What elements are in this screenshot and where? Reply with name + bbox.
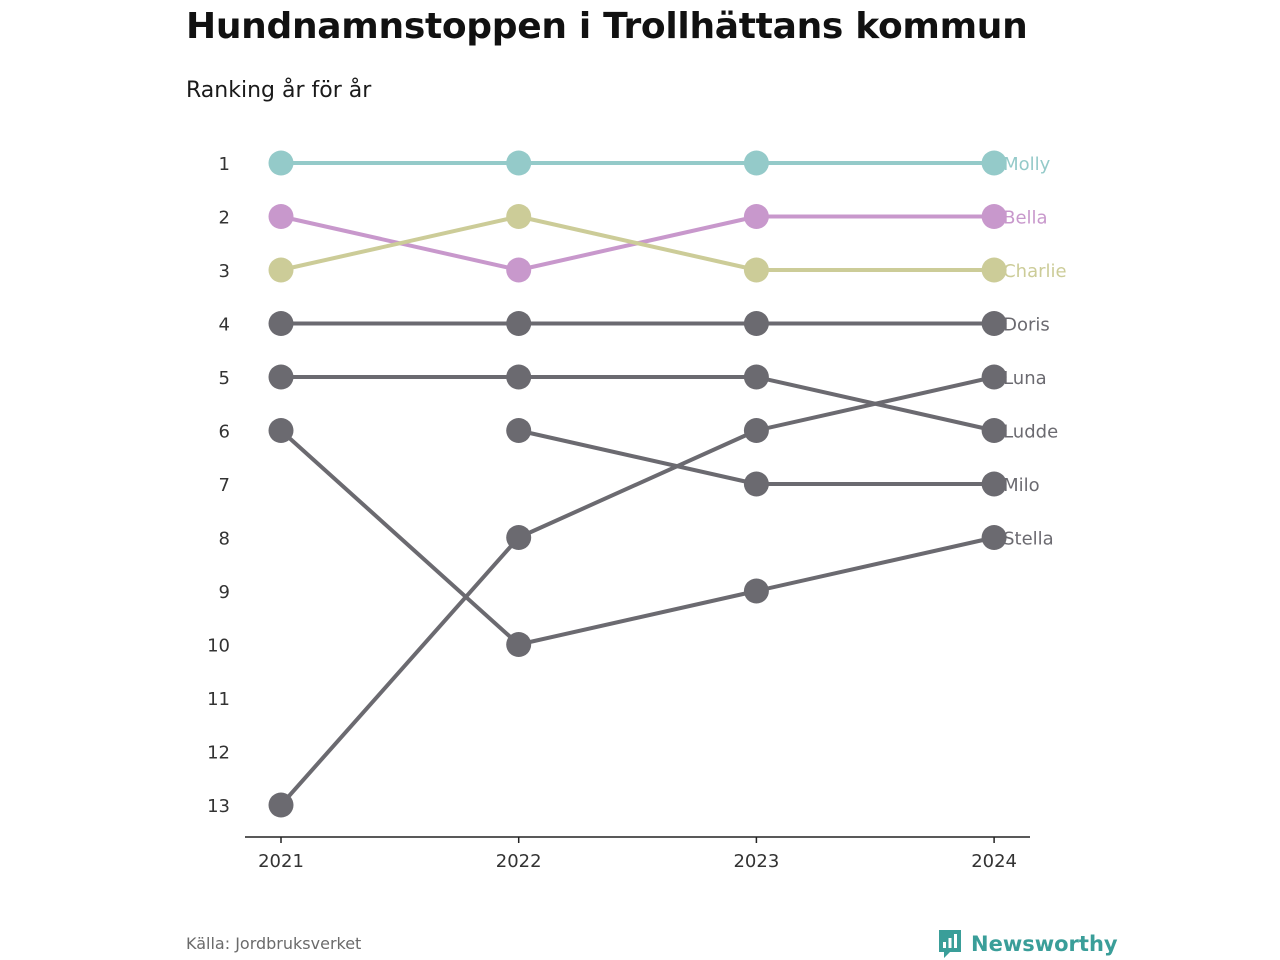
newsworthy-logo-icon (939, 930, 961, 958)
y-tick-label-8: 8 (219, 529, 230, 550)
series-line-stella-1 (516, 589, 759, 647)
point-ludde-2024 (981, 418, 1007, 443)
point-milo-2024 (981, 471, 1007, 497)
point-luna-2022 (506, 525, 532, 550)
point-charlie-2022 (506, 204, 532, 229)
point-molly-2024 (981, 150, 1007, 176)
y-tick-label-5: 5 (219, 368, 230, 389)
point-stella-2023 (743, 578, 769, 604)
point-stella-2022 (506, 632, 532, 657)
series-line-stella-2 (754, 535, 997, 593)
source-note: Källa: Jordbruksverket (186, 934, 362, 953)
point-doris-2023 (743, 311, 769, 336)
series-label-bella: Bella (1003, 208, 1047, 229)
series-label-doris: Doris (1003, 315, 1050, 336)
point-doris-2021 (268, 311, 294, 336)
point-bella-2022 (506, 257, 532, 283)
point-doris-2024 (981, 311, 1007, 336)
series-line-stella-0 (279, 428, 521, 647)
x-tick-label-2023: 2023 (733, 851, 779, 872)
point-luna-2024 (981, 364, 1007, 390)
y-tick-label-3: 3 (219, 261, 230, 282)
point-stella-2024 (981, 525, 1007, 550)
series-label-charlie: Charlie (1003, 261, 1066, 282)
point-ludde-2022 (506, 364, 532, 390)
x-tick-label-2024: 2024 (971, 851, 1017, 872)
point-luna-2021 (268, 792, 294, 818)
y-tick-label-12: 12 (207, 743, 230, 764)
y-tick-label-4: 4 (219, 315, 230, 336)
point-bella-2024 (981, 204, 1007, 229)
point-bella-2023 (743, 204, 769, 229)
series-line-luna-0 (279, 535, 521, 807)
y-tick-label-6: 6 (219, 422, 230, 443)
y-tick-label-9: 9 (219, 582, 230, 603)
series-label-molly: Molly (1003, 154, 1051, 175)
y-tick-label-2: 2 (219, 208, 230, 229)
series-line-milo-1 (516, 428, 759, 486)
point-doris-2022 (506, 311, 532, 336)
point-molly-2023 (743, 150, 769, 176)
series-label-stella: Stella (1003, 529, 1054, 550)
brand-name: Newsworthy (971, 932, 1118, 956)
point-milo-2023 (743, 471, 769, 497)
point-molly-2021 (268, 150, 294, 176)
series-label-luna: Luna (1003, 368, 1047, 389)
x-tick-label-2022: 2022 (496, 851, 542, 872)
series-label-milo: Milo (1003, 475, 1040, 496)
point-milo-2022 (506, 418, 532, 443)
brand-logo: Newsworthy (937, 928, 1118, 960)
series-line-charlie-1 (516, 214, 759, 272)
point-luna-2023 (743, 418, 769, 443)
series-line-luna-1 (516, 428, 759, 540)
series-line-ludde-2 (754, 375, 997, 433)
y-tick-label-11: 11 (207, 689, 230, 710)
y-tick-label-13: 13 (207, 796, 230, 817)
point-charlie-2023 (743, 257, 769, 283)
y-tick-label-1: 1 (219, 154, 230, 175)
chart-title: Hundnamnstoppen i Trollhättans kommun (186, 6, 1028, 47)
y-tick-label-10: 10 (207, 636, 230, 657)
point-stella-2021 (268, 418, 294, 443)
point-charlie-2024 (981, 257, 1007, 283)
series-line-charlie-0 (279, 214, 521, 272)
y-tick-label-7: 7 (219, 475, 230, 496)
x-tick-label-2021: 2021 (258, 851, 304, 872)
point-ludde-2021 (268, 364, 294, 390)
chart-subtitle: Ranking år för år (186, 78, 372, 103)
point-molly-2022 (506, 150, 532, 176)
series-label-ludde: Ludde (1003, 422, 1058, 443)
point-ludde-2023 (743, 364, 769, 390)
point-bella-2021 (268, 204, 294, 229)
point-charlie-2021 (268, 257, 294, 283)
